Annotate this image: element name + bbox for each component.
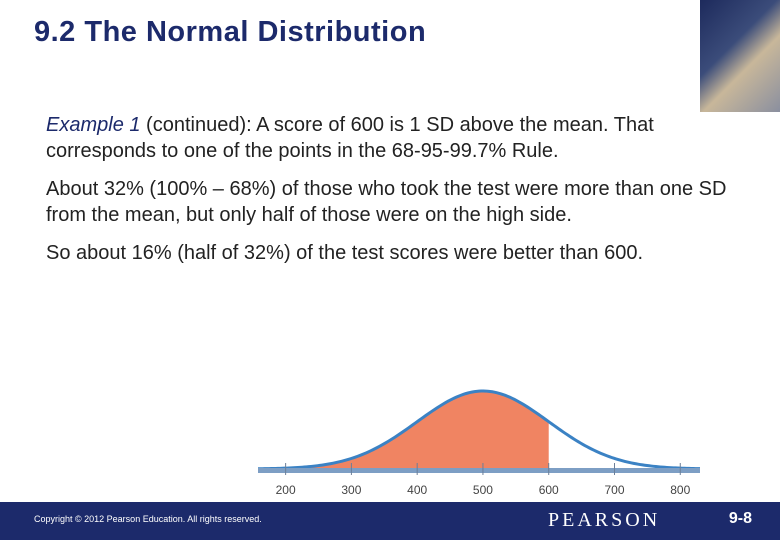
x-tick-label: 300	[341, 483, 361, 497]
footer: Copyright © 2012 Pearson Education. All …	[0, 502, 780, 540]
slide-title: 9.2 The Normal Distribution	[34, 16, 427, 48]
decor-image	[700, 0, 780, 112]
x-tick-label: 700	[604, 483, 624, 497]
x-tick-label: 600	[539, 483, 559, 497]
paragraph: About 32% (100% – 68%) of those who took…	[46, 178, 727, 226]
paragraph: So about 16% (half of 32%) of the test s…	[46, 242, 644, 264]
shaded-area	[258, 391, 549, 469]
example-label: Example 1	[46, 114, 141, 136]
x-tick-label: 200	[276, 483, 296, 497]
copyright: Copyright © 2012 Pearson Education. All …	[34, 514, 262, 524]
normal-curve-figure: 200 300 400 500 600 700 800	[257, 389, 701, 497]
paragraph-text: (continued): A score of 600 is 1 SD abov…	[46, 114, 654, 162]
x-tick-label: 400	[407, 483, 427, 497]
paragraph: Example 1 (continued): A score of 600 is…	[46, 112, 758, 164]
page-number: 9-8	[728, 510, 752, 527]
x-tick-label: 800	[670, 483, 690, 497]
axis-line	[258, 468, 700, 473]
slide-body: Example 1 (continued): A score of 600 is…	[46, 112, 758, 278]
brand: PEARSON	[548, 509, 661, 531]
density-curve	[257, 389, 701, 471]
x-tick-label: 500	[473, 483, 493, 497]
